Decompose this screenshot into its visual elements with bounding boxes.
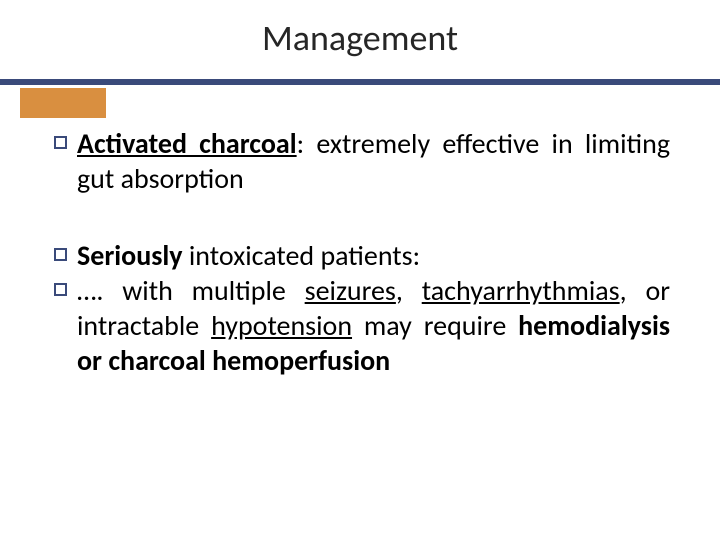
rest-text: intoxicated patients: bbox=[183, 238, 421, 273]
square-bullet-icon bbox=[54, 283, 67, 296]
underlined-term: tachyarrhythmias bbox=[422, 273, 620, 308]
bullet-text: Activated charcoal: extremely effective … bbox=[77, 126, 670, 196]
bullet-text: Seriously intoxicated patients: bbox=[77, 238, 670, 273]
square-bullet-icon bbox=[54, 136, 67, 149]
divider-line bbox=[0, 79, 720, 85]
slide-title: Management bbox=[0, 16, 720, 60]
separator: , bbox=[396, 273, 422, 308]
square-bullet-icon bbox=[54, 248, 67, 261]
spacer bbox=[54, 196, 670, 238]
lead-phrase: Seriously bbox=[77, 238, 183, 273]
title-divider bbox=[0, 78, 720, 86]
slide: Management Activated charcoal: extremely… bbox=[0, 0, 720, 540]
accent-block bbox=[20, 88, 106, 118]
underlined-term: hypotension bbox=[211, 308, 352, 343]
slide-body: Activated charcoal: extremely effective … bbox=[54, 126, 670, 378]
bullet-item: Activated charcoal: extremely effective … bbox=[54, 126, 670, 196]
bullet-item: Seriously intoxicated patients: bbox=[54, 238, 670, 273]
prefix-text: …. with multiple bbox=[77, 273, 305, 308]
mid-text: may require bbox=[352, 308, 518, 343]
bullet-item: …. with multiple seizures, tachyarrhythm… bbox=[54, 273, 670, 378]
lead-phrase: Activated charcoal bbox=[77, 126, 297, 161]
underlined-term: seizures bbox=[305, 273, 396, 308]
bullet-text: …. with multiple seizures, tachyarrhythm… bbox=[77, 273, 670, 378]
